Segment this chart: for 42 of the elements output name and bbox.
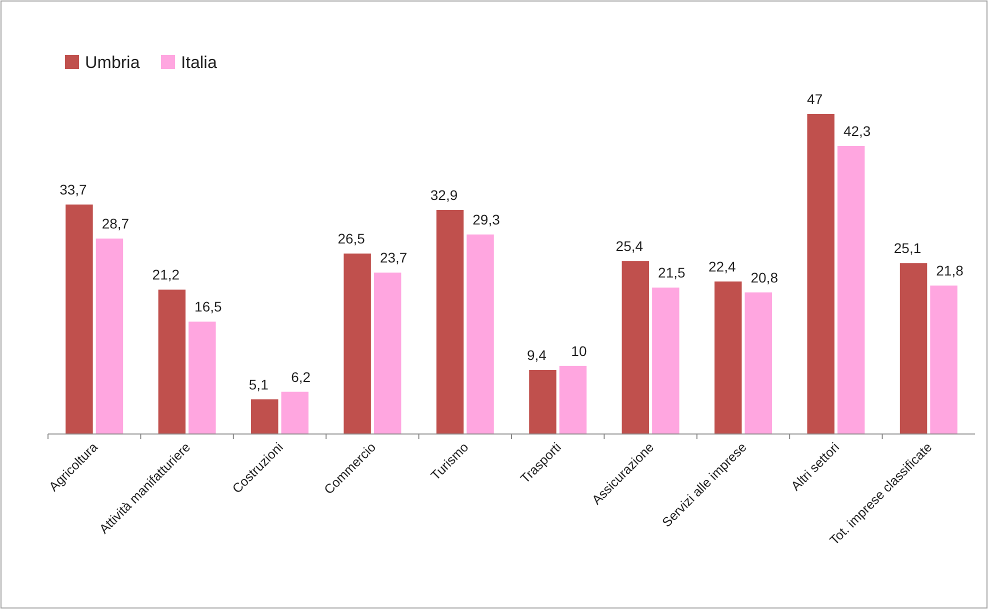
bar (652, 288, 680, 434)
bar (466, 234, 494, 434)
bar (930, 286, 958, 434)
data-label: 22,4 (708, 258, 736, 274)
bar (374, 272, 402, 434)
data-label: 42,3 (843, 123, 871, 139)
bar (622, 261, 650, 434)
data-label: 25,1 (894, 240, 922, 256)
bar (188, 322, 216, 434)
data-label: 16,5 (194, 298, 222, 315)
data-label: 25,4 (616, 238, 644, 254)
bar (714, 281, 742, 434)
data-label: 32,9 (430, 187, 458, 203)
bar (158, 290, 186, 434)
bar (529, 370, 556, 434)
data-label: 47 (807, 91, 823, 107)
bar (436, 210, 464, 434)
bar (344, 254, 371, 434)
legend-label: Umbria (85, 53, 140, 72)
bar (96, 238, 124, 434)
bar (251, 399, 278, 434)
data-label: 29,3 (472, 212, 500, 228)
data-label: 6,2 (291, 368, 311, 385)
data-label: 9,4 (526, 347, 547, 363)
data-label: 21,5 (658, 264, 686, 281)
bar (744, 292, 772, 434)
data-label: 23,7 (380, 250, 408, 266)
data-label: 33,7 (60, 182, 88, 198)
data-label: 20,8 (750, 269, 778, 286)
bar (837, 146, 865, 434)
data-label: 26,5 (338, 230, 366, 247)
data-label: 5,1 (248, 376, 269, 392)
data-label: 21,2 (152, 266, 180, 283)
data-label: 21,8 (936, 262, 964, 279)
bar (281, 392, 308, 434)
data-label: 10 (571, 342, 587, 359)
data-label: 28,7 (102, 216, 130, 232)
bar (900, 263, 928, 434)
bar (807, 114, 834, 434)
bar (66, 204, 93, 434)
bar (559, 366, 587, 434)
legend-label: Italia (181, 53, 218, 72)
